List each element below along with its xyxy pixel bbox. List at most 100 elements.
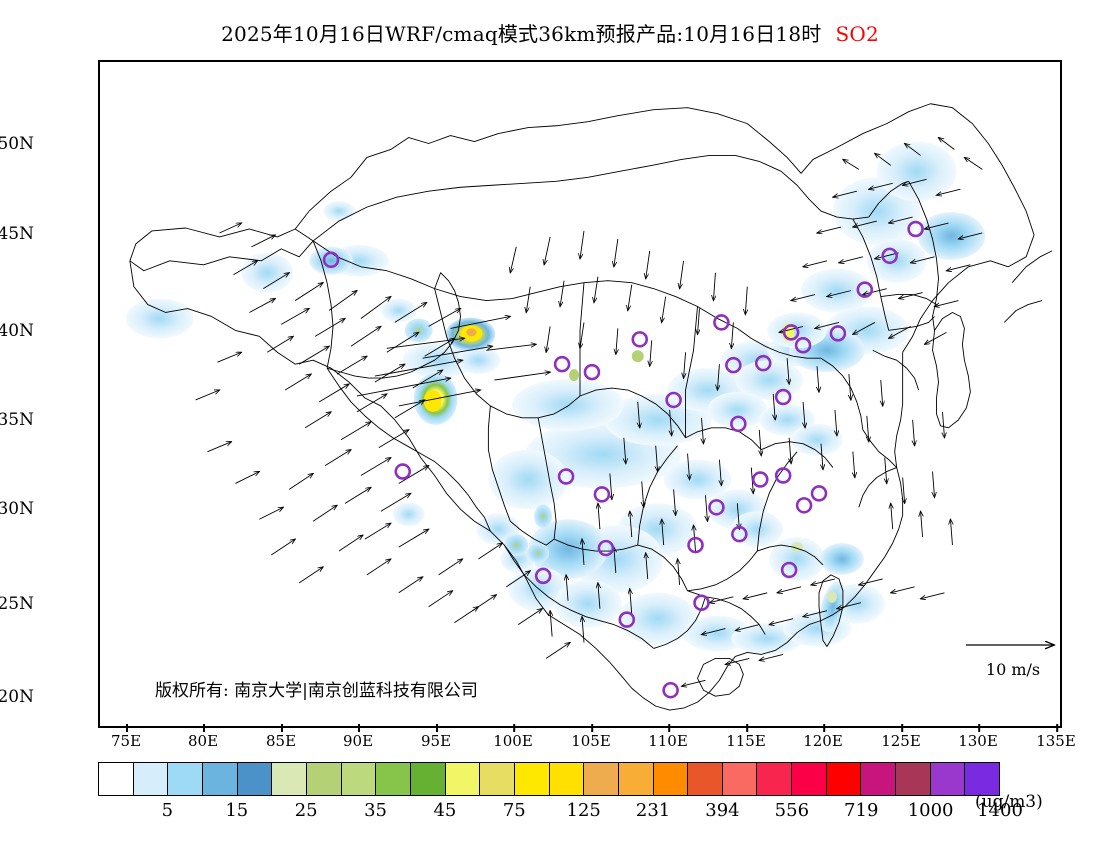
colorbar-swatch	[722, 763, 758, 795]
colorbar-swatch	[445, 763, 481, 795]
colorbar-swatches	[98, 762, 1000, 796]
y-axis-tick: 20N	[0, 687, 34, 707]
colorbar-swatch	[792, 763, 827, 795]
colorbar-swatch	[861, 763, 897, 795]
map-canvas	[125, 103, 1053, 711]
wind-scale-legend: 10 m/s	[958, 636, 1068, 679]
colorbar-swatch	[272, 763, 307, 795]
colorbar-swatch	[930, 763, 966, 795]
colorbar-tick-labels: 5 15 25 35 45 75 125 231 394 556 719 1000 1400	[98, 796, 1023, 824]
x-axis-tick: 75E	[110, 724, 142, 750]
colorbar-swatch	[896, 763, 931, 795]
x-axis-tick: 95E	[420, 724, 452, 750]
x-axis-tick: 80E	[187, 724, 219, 750]
x-tick-mark	[746, 724, 748, 732]
x-axis-tick: 85E	[265, 724, 297, 750]
y-axis-tick: 30N	[0, 499, 34, 519]
x-axis-tick: 100E	[493, 724, 533, 750]
colorbar-tick-label: 25	[294, 800, 318, 821]
colorbar-legend: 5 15 25 35 45 75 125 231 394 556 719 1000 1400	[98, 762, 1023, 824]
colorbar-tick-label: 231	[635, 800, 671, 821]
x-axis-tick: 130E	[958, 724, 998, 750]
x-tick-mark	[823, 724, 825, 732]
x-tick-mark	[1056, 724, 1058, 732]
x-tick-mark	[435, 724, 438, 732]
x-tick-label: 115E	[726, 732, 766, 750]
page-title: 2025年10月16日WRF/cmaq模式36km预报产品:10月16日18时 S…	[0, 18, 1100, 47]
x-axis-tick: 135E	[1036, 724, 1076, 750]
wind-scale-label: 10 m/s	[985, 660, 1041, 679]
x-axis-tick: 115E	[726, 724, 766, 750]
colorbar-swatch	[168, 763, 203, 795]
colorbar-tick-label: 1400	[977, 800, 1023, 821]
title-main-text: 2025年10月16日WRF/cmaq模式36km预报产品:10月16日18时	[221, 22, 822, 46]
x-tick-mark	[668, 724, 670, 732]
y-axis-tick: 35N	[0, 410, 34, 430]
colorbar-tick-label: 35	[364, 800, 387, 821]
colorbar-tick-label: 75	[502, 800, 526, 821]
x-axis-tick: 110E	[648, 724, 688, 750]
colorbar-swatch	[306, 763, 342, 795]
y-axis-tick: 40N	[0, 321, 34, 341]
colorbar-tick-label: 45	[433, 800, 457, 821]
colorbar-swatch	[202, 763, 238, 795]
colorbar-swatch	[99, 763, 134, 795]
colorbar-tick-label: 556	[774, 800, 810, 821]
x-tick-label: 75E	[110, 732, 142, 750]
y-axis-tick: 50N	[0, 134, 34, 154]
map-plot-frame	[98, 60, 1062, 728]
colorbar-tick-label: 719	[844, 800, 879, 821]
colorbar-swatch	[618, 763, 654, 795]
y-tick-label: 50N	[0, 134, 34, 154]
colorbar-swatch	[826, 763, 862, 795]
colorbar-swatch	[688, 763, 723, 795]
wind-scale-arrow-icon	[966, 636, 1068, 654]
x-axis-tick: 105E	[571, 724, 611, 750]
colorbar-swatch	[757, 763, 793, 795]
colorbar-swatch	[965, 763, 1000, 795]
colorbar-swatch	[237, 763, 273, 795]
x-tick-label: 130E	[958, 732, 998, 750]
colorbar-swatch	[584, 763, 619, 795]
x-axis-tick: 125E	[881, 724, 921, 750]
copyright-notice: 版权所有: 南京大学|南京创蓝科技有限公司	[155, 681, 478, 701]
x-tick-label: 110E	[648, 732, 688, 750]
title-species-label: SO2	[835, 22, 879, 46]
colorbar-tick-label: 5	[161, 800, 174, 821]
x-tick-label: 95E	[420, 732, 452, 750]
colorbar-swatch	[653, 763, 689, 795]
x-tick-mark	[125, 724, 128, 732]
y-tick-label: 45N	[0, 224, 34, 244]
y-tick-label: 25N	[0, 594, 34, 614]
x-tick-label: 85E	[265, 732, 297, 750]
x-axis-tick: 90E	[342, 724, 374, 750]
x-tick-mark	[280, 724, 283, 732]
colorbar-tick-label: 394	[705, 800, 740, 821]
x-tick-label: 100E	[493, 732, 533, 750]
wind-vector-field	[195, 138, 983, 687]
colorbar-swatch	[376, 763, 411, 795]
x-tick-label: 105E	[571, 732, 611, 750]
colorbar-swatch	[514, 763, 550, 795]
x-tick-mark	[901, 724, 903, 732]
y-axis-tick: 45N	[0, 224, 34, 244]
y-tick-label: 30N	[0, 499, 34, 519]
colorbar-swatch	[549, 763, 585, 795]
colorbar-tick-label: 15	[225, 800, 249, 821]
colorbar-swatch	[341, 763, 377, 795]
colorbar-unit-label: (ug/m3)	[975, 792, 1043, 812]
x-tick-mark	[978, 724, 980, 732]
x-tick-label: 125E	[881, 732, 921, 750]
y-tick-label: 35N	[0, 410, 34, 430]
y-tick-label: 40N	[0, 321, 34, 341]
x-tick-label: 90E	[342, 732, 374, 750]
colorbar-tick-label: 1000	[907, 800, 954, 821]
x-tick-mark	[591, 724, 593, 732]
colorbar-swatch	[480, 763, 515, 795]
y-tick-label: 20N	[0, 687, 34, 707]
x-tick-label: 80E	[187, 732, 219, 750]
x-tick-mark	[357, 724, 360, 732]
colorbar-swatch	[133, 763, 169, 795]
x-axis-tick: 120E	[803, 724, 843, 750]
x-tick-mark	[202, 724, 205, 732]
